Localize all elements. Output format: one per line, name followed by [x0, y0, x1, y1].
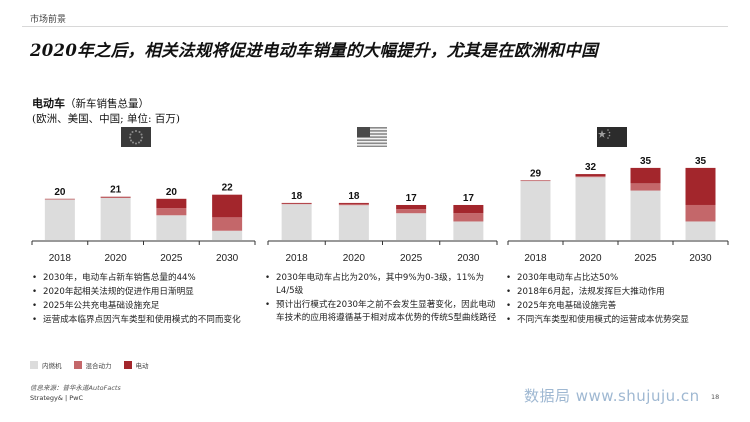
ev-sales-charts: 2020182120202020252220301820181820201720…	[31, 156, 729, 264]
footer-brand: Strategy& | PwC	[30, 394, 84, 402]
bar-segment-hybrid	[453, 213, 484, 222]
bullet-item: 2030年电动车占比为20%，其中9%为0-3级，11%为L4/5级	[265, 272, 497, 298]
bar-total-label: 35	[640, 156, 652, 167]
legend-item-ice: 内燃机	[30, 360, 62, 370]
bullets-us: 2030年电动车占比为20%，其中9%为0-3级，11%为L4/5级 预计出行模…	[265, 272, 497, 326]
bullet-item: 2025年充电基础设施完善	[506, 300, 734, 313]
bar-total-label: 18	[291, 191, 303, 202]
china-flag-icon	[597, 127, 627, 147]
x-tick-label: 2020	[105, 253, 128, 264]
bar-segment-ev	[281, 202, 312, 204]
x-tick-label: 2020	[579, 253, 602, 264]
bar-total-label: 29	[530, 168, 542, 179]
bar-segment-ice	[396, 213, 427, 240]
bar-segment-ev	[396, 204, 427, 210]
eu-flag-icon	[121, 127, 151, 147]
source-note: 信息来源：普华永道AutoFacts	[30, 384, 121, 392]
bullet-item: 预计出行模式在2030年之前不会发生显著变化，因此电动车技术的应用将遵循基于相对…	[265, 299, 497, 325]
legend-swatch-ev	[123, 361, 132, 369]
legend-item-hybrid: 混合动力	[73, 360, 112, 370]
header-divider	[22, 26, 728, 27]
bar-segment-hybrid	[685, 204, 716, 222]
x-tick-label: 2018	[286, 253, 309, 264]
page-title: 2020年之后，相关法规将促进电动车销量的大幅提升，尤其是在欧洲和中国	[30, 41, 598, 60]
us-flag-icon	[357, 127, 387, 147]
bar-segment-ev	[212, 194, 243, 218]
x-tick-label: 2030	[457, 253, 480, 264]
bullets-china: 2030年电动车占比达50% 2018年6月起，法规发挥巨大推动作用 2025年…	[506, 272, 734, 328]
bar-segment-ice	[44, 199, 75, 240]
bar-segment-ev	[630, 167, 661, 184]
bar-segment-hybrid	[630, 183, 661, 191]
chart-subtitle: 电动车（新车销售总量）	[32, 95, 149, 111]
bar-total-label: 17	[463, 193, 475, 204]
bar-segment-ice	[156, 215, 187, 240]
bar-segment-ice	[575, 177, 606, 240]
page-number: 18	[711, 393, 720, 401]
bullet-item: 2020年起相关法规的促进作用日渐明显	[32, 286, 254, 299]
x-tick-label: 2020	[343, 253, 366, 264]
x-tick-label: 2025	[400, 253, 423, 264]
bar-segment-ice	[212, 230, 243, 240]
bar-segment-ice	[281, 204, 312, 240]
bar-total-label: 21	[110, 185, 122, 196]
bar-total-label: 18	[348, 191, 360, 202]
legend-swatch-ice	[30, 361, 38, 369]
bar-segment-ev	[338, 202, 369, 204]
bar-segment-ev	[453, 204, 484, 214]
bar-segment-hybrid	[338, 203, 369, 206]
watermark: 数据局 www.shujuju.cn	[524, 387, 700, 405]
x-tick-label: 2030	[216, 253, 239, 264]
bar-total-label: 20	[54, 187, 66, 198]
bullet-item: 2018年6月起，法规发挥巨大推动作用	[506, 286, 734, 299]
bar-total-label: 17	[406, 193, 418, 204]
chart-units: (欧洲、美国、中国; 单位: 百万)	[32, 113, 180, 125]
bar-total-label: 22	[222, 183, 234, 194]
legend-swatch-hybrid	[73, 361, 82, 369]
bar-segment-ice	[453, 221, 484, 240]
bar-segment-hybrid	[212, 217, 243, 231]
bullet-item: 2030年，电动车占新车销售总量的44%	[32, 272, 254, 285]
bar-segment-ice	[520, 181, 551, 240]
bar-segment-ice	[630, 190, 661, 240]
bar-segment-ev	[156, 198, 187, 209]
bar-segment-ice	[100, 197, 131, 240]
bar-segment-hybrid	[281, 203, 312, 205]
bar-total-label: 35	[695, 156, 707, 167]
bullet-item: 2025年公共充电基础设施充足	[32, 300, 254, 313]
x-tick-label: 2030	[689, 253, 712, 264]
bullet-item: 不同汽车类型和使用模式的运营成本优势突显	[506, 314, 734, 327]
bar-segment-hybrid	[100, 197, 131, 198]
bullets-europe: 2030年，电动车占新车销售总量的44% 2020年起相关法规的促进作用日渐明显…	[32, 272, 254, 328]
bar-total-label: 20	[166, 187, 178, 198]
bar-segment-ev	[685, 167, 716, 205]
bar-segment-ice	[685, 221, 716, 240]
bar-segment-ev	[100, 196, 131, 198]
bullet-item: 2030年电动车占比达50%	[506, 272, 734, 285]
bar-total-label: 32	[585, 162, 597, 173]
section-label: 市场前景	[30, 15, 67, 25]
x-tick-label: 2018	[524, 253, 547, 264]
legend-item-ev: 电动	[123, 360, 149, 370]
x-tick-label: 2018	[49, 253, 72, 264]
bar-segment-ice	[338, 205, 369, 240]
bar-segment-hybrid	[575, 176, 606, 178]
bar-segment-hybrid	[396, 209, 427, 214]
bullet-item: 运营成本临界点因汽车类型和使用模式的不同而变化	[32, 314, 254, 327]
subtitle-rest: （新车销售总量）	[65, 98, 149, 110]
x-tick-label: 2025	[160, 253, 183, 264]
bar-segment-ev	[575, 174, 606, 177]
subtitle-main: 电动车	[32, 97, 65, 110]
bar-segment-hybrid	[156, 208, 187, 216]
legend: 内燃机 混合动力 电动	[30, 360, 149, 370]
x-tick-label: 2025	[634, 253, 657, 264]
